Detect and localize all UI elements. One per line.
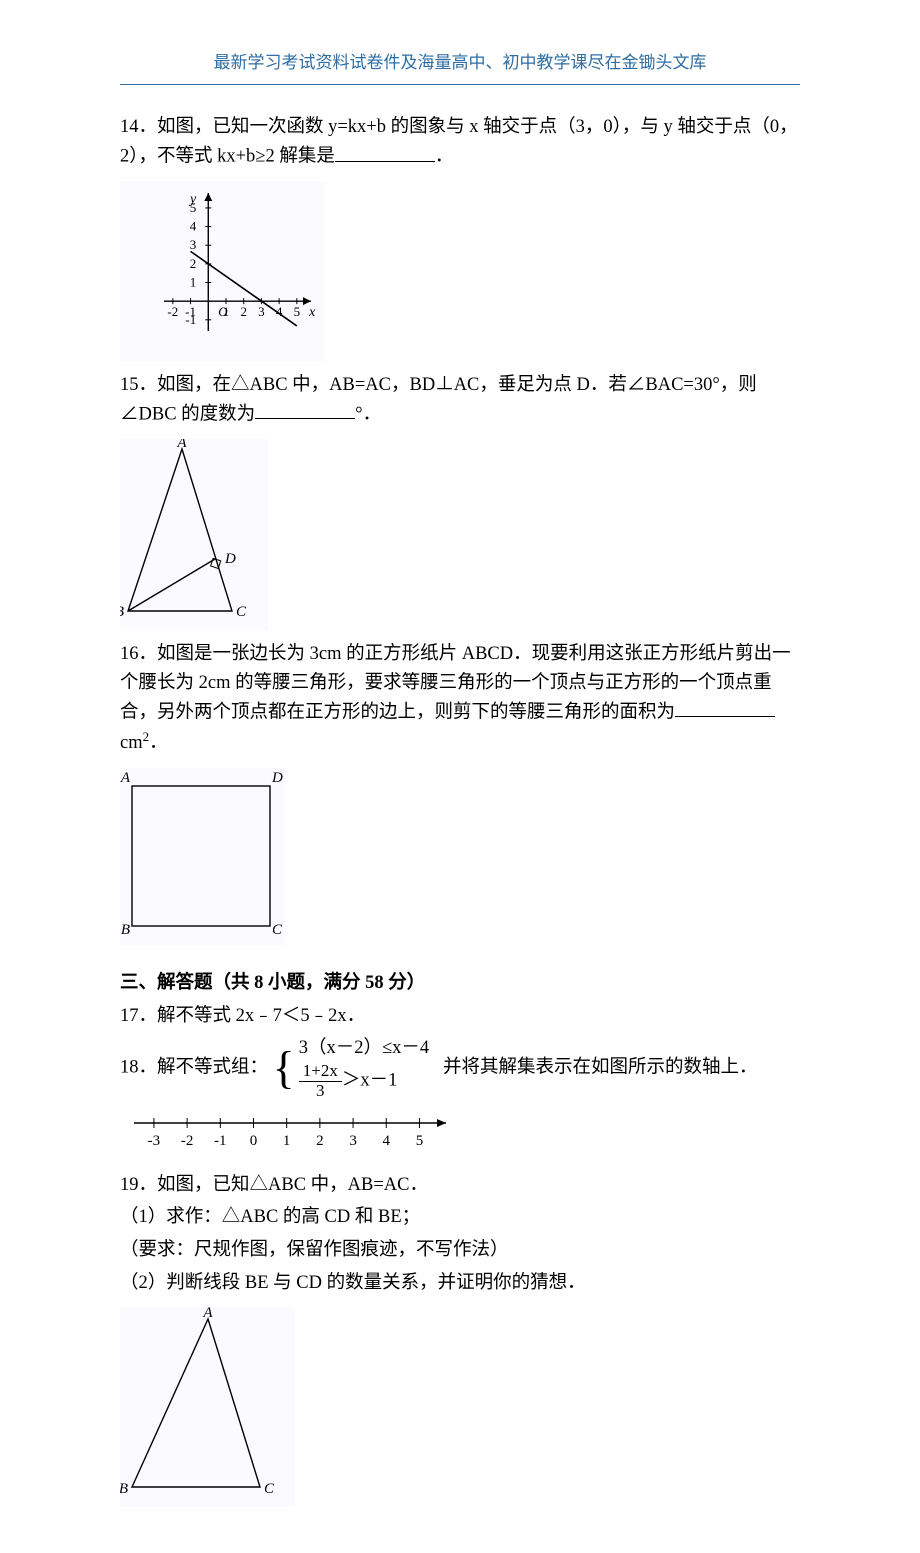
svg-text:-3: -3 <box>148 1133 161 1149</box>
svg-text:3: 3 <box>190 237 197 252</box>
q14-graph: -2-112345-112345Oxy <box>120 181 325 361</box>
q16-text: 16．如图是一张边长为 3cm 的正方形纸片 ABCD．现要利用这张正方形纸片剪… <box>120 640 800 757</box>
svg-text:B: B <box>120 604 124 620</box>
q19-figure: A B C <box>120 1307 295 1507</box>
svg-text:-1: -1 <box>214 1133 227 1149</box>
q18-frac-num: 1+2x <box>299 1062 342 1082</box>
svg-text:O: O <box>218 304 228 319</box>
q14-text-a: 14．如图，已知一次函数 y=kx+b 的图象与 x 轴交于点（3，0），与 y… <box>120 117 798 166</box>
q18-text-b: 并将其解集表示在如图所示的数轴上． <box>443 1057 758 1077</box>
q18-line: 18．解不等式组： { 3（x－2）≤x－4 1+2x 3 ＞x－1 并将其解集… <box>120 1035 800 1101</box>
q16-figure: A D B C <box>120 768 285 946</box>
q15-text-a: 15．如图，在△ABC 中，AB=AC，BD⊥AC，垂足为点 D．若∠BAC=3… <box>120 375 757 424</box>
svg-text:C: C <box>272 922 283 936</box>
q15-text-b: °． <box>355 404 381 424</box>
q15-blank <box>255 400 355 420</box>
svg-text:2: 2 <box>190 256 197 271</box>
q18-row2-tail: ＞x－1 <box>342 1071 398 1091</box>
svg-text:C: C <box>264 1481 275 1497</box>
q16-text-b: cm <box>120 733 143 753</box>
svg-text:y: y <box>188 192 197 207</box>
svg-text:x: x <box>308 305 316 320</box>
q17-text: 17．解不等式 2x﹣7＜5﹣2x． <box>120 1002 800 1031</box>
q16-blank <box>675 698 775 718</box>
page-header: 最新学习考试资料试卷件及海量高中、初中教学课尽在金锄头文库 <box>120 50 800 76</box>
q19-l3: （要求：尺规作图，保留作图痕迹，不写作法） <box>120 1236 800 1265</box>
q19-l1: 19．如图，已知△ABC 中，AB=AC． <box>120 1171 800 1200</box>
q19-l2: （1）求作：△ABC 的高 CD 和 BE； <box>120 1203 800 1232</box>
svg-text:A: A <box>176 439 187 451</box>
q15-figure: A B C D <box>120 439 268 631</box>
q16-text-c: ． <box>149 733 168 753</box>
svg-text:-2: -2 <box>181 1133 194 1149</box>
q18-system: { 3（x－2）≤x－4 1+2x 3 ＞x－1 <box>273 1035 430 1101</box>
svg-text:A: A <box>120 770 131 786</box>
q18-frac-den: 3 <box>299 1082 342 1101</box>
svg-text:-1: -1 <box>185 312 196 327</box>
svg-text:3: 3 <box>258 304 265 319</box>
q18-sys-row2: 1+2x 3 ＞x－1 <box>299 1062 429 1100</box>
svg-text:0: 0 <box>250 1133 258 1149</box>
svg-text:2: 2 <box>316 1133 324 1149</box>
q18-numberline: -3 -2 -1 0 1 2 3 4 5 <box>120 1109 800 1161</box>
q19-l4: （2）判断线段 BE 与 CD 的数量关系，并证明你的猜想． <box>120 1269 800 1298</box>
q14-text-b: ． <box>435 147 454 167</box>
svg-text:A: A <box>202 1307 213 1321</box>
svg-text:1: 1 <box>283 1133 291 1149</box>
svg-text:-2: -2 <box>167 304 178 319</box>
svg-text:4: 4 <box>383 1133 391 1149</box>
q14-text: 14．如图，已知一次函数 y=kx+b 的图象与 x 轴交于点（3，0），与 y… <box>120 113 800 171</box>
svg-text:3: 3 <box>349 1133 357 1149</box>
q18-sys-row1: 3（x－2）≤x－4 <box>299 1035 429 1063</box>
svg-text:2: 2 <box>240 304 247 319</box>
svg-text:5: 5 <box>416 1133 424 1149</box>
svg-text:5: 5 <box>294 304 301 319</box>
svg-text:1: 1 <box>190 275 197 290</box>
q18-text-a: 18．解不等式组： <box>120 1057 268 1077</box>
svg-text:B: B <box>121 922 130 936</box>
svg-text:D: D <box>271 770 283 786</box>
q14-blank <box>335 142 435 162</box>
svg-text:4: 4 <box>190 219 197 234</box>
svg-text:B: B <box>120 1481 128 1497</box>
svg-text:C: C <box>236 604 247 620</box>
header-rule <box>120 84 800 85</box>
q15-text: 15．如图，在△ABC 中，AB=AC，BD⊥AC，垂足为点 D．若∠BAC=3… <box>120 371 800 429</box>
svg-text:D: D <box>224 551 236 567</box>
q18-fraction: 1+2x 3 <box>299 1062 342 1100</box>
brace-icon: { <box>273 1045 295 1091</box>
section3-title: 三、解答题（共 8 小题，满分 58 分） <box>120 969 800 998</box>
